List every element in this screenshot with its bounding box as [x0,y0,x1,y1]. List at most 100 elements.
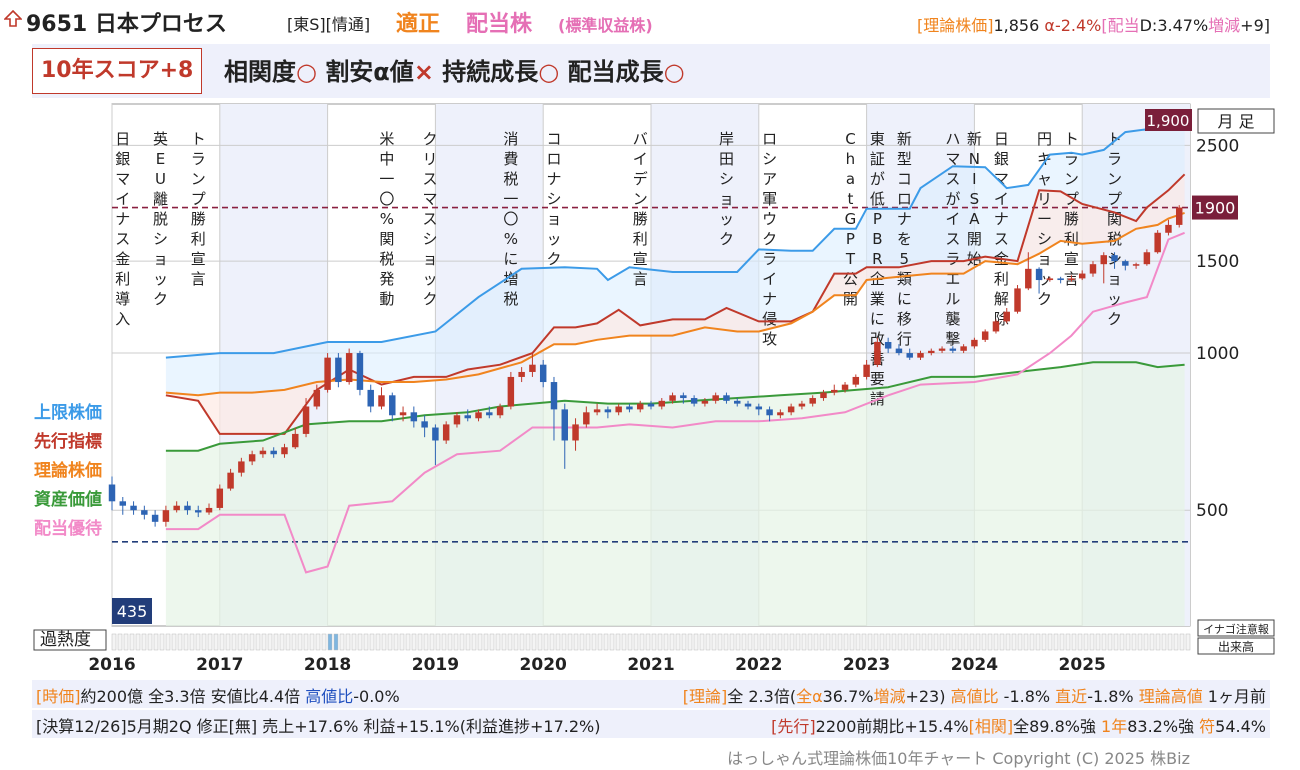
event-char: ン [633,190,648,208]
event-char: プ [1107,190,1122,208]
candle-body [669,395,676,401]
candle-body [238,461,245,473]
score-mark-sustained-growth: ○ [538,58,560,86]
overheat-cell [1077,633,1083,651]
event-char: ナ [994,210,1009,228]
candle-body [378,395,385,407]
x-year-label: 2017 [196,655,243,675]
event-char: イ [762,270,777,288]
overheat-cell [993,633,999,651]
event-char: ク [153,290,168,308]
event-char: ッ [423,270,438,288]
candle-body [647,403,655,407]
event-char: 発 [379,270,394,288]
event-char: ナ [115,210,130,228]
event-char: 襲 [945,310,960,328]
candle-body [399,412,407,416]
footer1-right-seg: 増減 [873,687,906,706]
footer1-right-seg: 1ヶ月前 [1202,687,1266,706]
overheat-cell [879,633,885,651]
candle-body [1046,278,1054,281]
candle-body [496,406,504,416]
overheat-cell [141,633,147,651]
footer1-left-seg: 安値比4.4倍 [210,687,306,706]
event-char: ク [762,230,777,248]
event-char: ク [1107,310,1122,328]
overheat-cell [261,633,267,651]
overheat-cell [177,633,183,651]
event-char: プ [1064,190,1079,208]
candle-body [658,400,666,407]
candle-body [281,447,288,455]
footer1-left-seg: -0.0% [353,687,400,706]
event-char: 日 [994,130,1009,148]
event-char: 田 [719,150,734,168]
overheat-cell [597,633,603,651]
event-char: A [969,210,980,228]
overheat-cell [483,633,489,651]
overheat-cell [615,633,621,651]
candle-body [572,424,579,441]
overheat-cell [567,633,573,651]
candle-body [928,350,935,354]
overheat-cell [591,633,597,651]
candle-body [184,505,191,511]
overheat-cell [345,633,351,651]
candle-body [1111,255,1118,262]
event-char: ハ [945,130,960,148]
overheat-cell [831,633,837,651]
overheat-cell [987,633,993,651]
overheat-cell [1101,633,1107,651]
event-char: 税 [503,290,518,308]
event-char: 日 [115,130,130,148]
event-char: 勝 [633,210,648,228]
overheat-cell [1167,633,1173,651]
event-char: 攻 [762,330,777,348]
overheat-cell [579,633,585,651]
score-item-dividend-growth: 配当成長 [567,58,664,86]
candle-body [302,406,310,434]
overheat-cell [465,633,471,651]
overheat-cell [687,633,693,651]
change-value: +9] [1240,16,1270,35]
overheat-cell [651,633,657,651]
series-line-yutai [165,231,1185,574]
candle-body [561,409,568,441]
event-char: ラ [945,250,960,268]
copyright: はっしゃん式理論株価10年チャート Copyright (C) 2025 株Bi… [727,749,1190,768]
stock-category: 配当株 [466,12,533,37]
event-char: 岸 [719,130,734,148]
overheat-cell [1011,633,1017,651]
candle-body [841,384,849,390]
theory-price-value: 1,856 [993,16,1040,35]
overheat-label: 過熱度 [40,630,91,650]
event-char: I [972,170,976,188]
event-char: 侵 [762,310,777,328]
overheat-cell [873,633,879,651]
event-char: 一 [379,170,394,188]
price-summary: [理論株価]1,856 α-2.4%[配当D:3.47%増減+9] [917,12,1270,36]
candle-body [475,412,482,419]
candle-body [518,371,525,377]
event-char: ロ [897,190,912,208]
candle-body [432,427,439,441]
footer2-right-seg: 全89.8%強 [1013,717,1102,736]
overheat-cell [507,633,513,651]
top-price-badge [1145,109,1192,131]
candle-body [884,341,892,349]
overheat-cell [825,633,831,651]
overheat-cell [147,633,153,651]
overheat-cell [747,633,753,651]
candle-body [636,403,644,410]
overheat-cell [909,633,915,651]
overheat-cell [933,633,939,651]
leading-area [165,174,1185,434]
overheat-cell [333,633,339,651]
overheat-cell [381,633,387,651]
overheat-cell [1119,633,1125,651]
overheat-cell [231,633,237,651]
overheat-cell [585,633,591,651]
